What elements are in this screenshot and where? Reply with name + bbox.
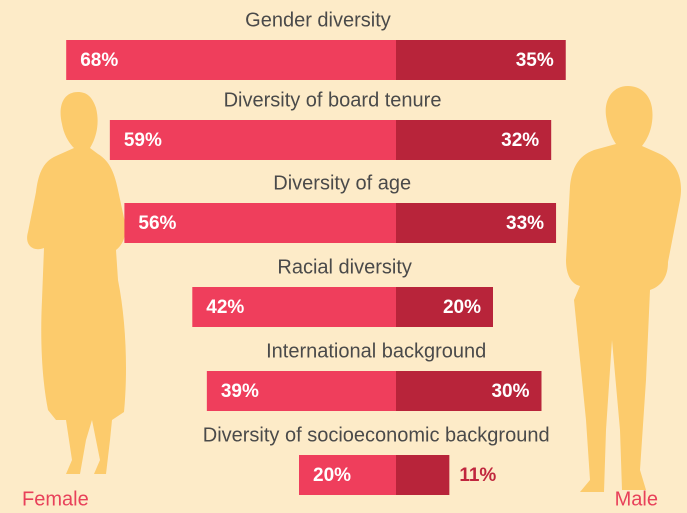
bar-male xyxy=(396,40,566,80)
value-label: 32% xyxy=(501,130,539,151)
female-silhouette xyxy=(27,92,126,474)
bar-female xyxy=(206,371,396,411)
bar-female xyxy=(124,203,397,243)
bar-female xyxy=(109,120,396,160)
bar-female xyxy=(66,40,396,80)
category-label: Diversity of socioeconomic background xyxy=(203,424,550,446)
value-label: 59% xyxy=(124,130,162,151)
bar-male xyxy=(396,455,450,495)
category-label: Diversity of board tenure xyxy=(224,89,442,111)
value-label: 39% xyxy=(221,381,259,402)
legend-male: Male xyxy=(615,488,658,510)
value-label: 35% xyxy=(516,50,554,71)
legend-female: Female xyxy=(22,488,89,510)
bar-female xyxy=(192,287,396,327)
value-label: 56% xyxy=(138,213,176,234)
bar-female xyxy=(299,455,396,495)
category-label: International background xyxy=(266,340,486,362)
male-silhouette xyxy=(566,86,682,492)
category-label: Gender diversity xyxy=(245,9,391,31)
category-label: Racial diversity xyxy=(277,256,411,278)
bar-male xyxy=(396,120,552,160)
bar-male xyxy=(396,287,493,327)
value-label: 68% xyxy=(80,50,118,71)
bar-male xyxy=(396,203,557,243)
bar-male xyxy=(396,371,542,411)
value-label: 20% xyxy=(313,465,351,486)
value-label: 42% xyxy=(206,297,244,318)
category-label: Diversity of age xyxy=(273,172,411,194)
value-label: 30% xyxy=(491,381,529,402)
value-label: 11% xyxy=(459,465,496,486)
value-label: 20% xyxy=(443,297,481,318)
value-label: 33% xyxy=(506,213,544,234)
